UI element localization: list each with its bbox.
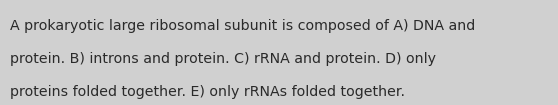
- Text: proteins folded together. E) only rRNAs folded together.: proteins folded together. E) only rRNAs …: [10, 85, 405, 99]
- Text: protein. B) introns and protein. C) rRNA and protein. D) only: protein. B) introns and protein. C) rRNA…: [10, 52, 436, 66]
- Text: A prokaryotic large ribosomal subunit is composed of A) DNA and: A prokaryotic large ribosomal subunit is…: [10, 19, 475, 33]
